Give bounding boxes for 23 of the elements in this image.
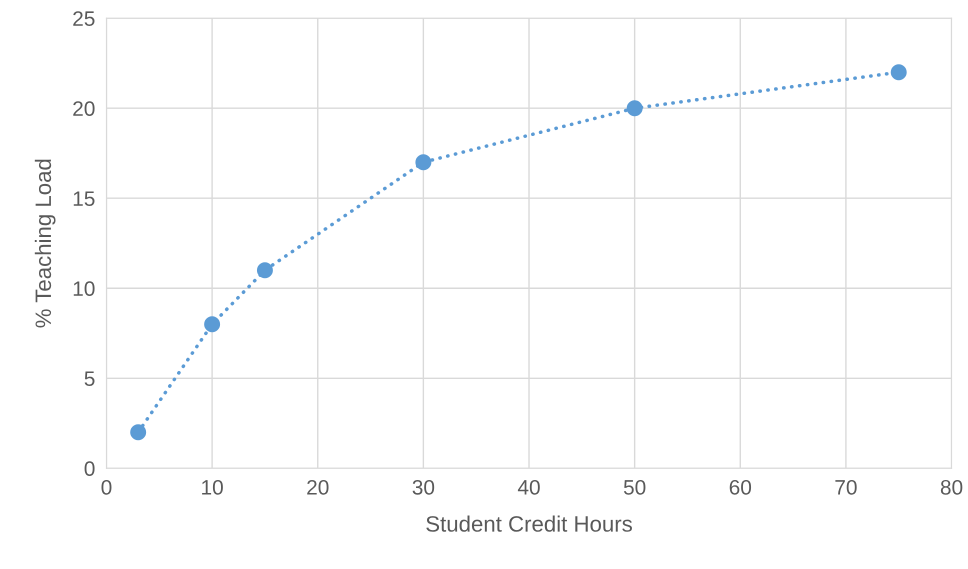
x-tick-label: 40 — [518, 480, 540, 495]
point — [204, 316, 220, 332]
point — [626, 100, 643, 116]
x-tick-label: 10 — [202, 480, 223, 495]
y-tick-label: 0 — [84, 461, 95, 476]
point — [890, 64, 907, 80]
x-tick-label: 30 — [412, 480, 434, 495]
y-tick-label: 5 — [84, 371, 94, 386]
x-tick-label: 80 — [940, 480, 962, 495]
x-tick-label: 0 — [102, 480, 112, 495]
x-tick-label: 70 — [835, 480, 857, 495]
y-axis-title: % Teaching Load — [34, 160, 56, 328]
x-tick-label: 60 — [730, 480, 752, 495]
y-tick-label: 10 — [74, 281, 95, 296]
y-tick-label: 25 — [73, 11, 94, 26]
y-tick-label: 20 — [73, 101, 95, 116]
y-tick-label: 15 — [74, 191, 94, 206]
x-tick-label: 50 — [624, 480, 646, 495]
x-axis-title: Student Credit Hours — [426, 515, 632, 532]
point — [256, 262, 273, 278]
point — [415, 154, 432, 170]
x-tick-label: 20 — [307, 480, 329, 495]
point — [130, 424, 146, 440]
